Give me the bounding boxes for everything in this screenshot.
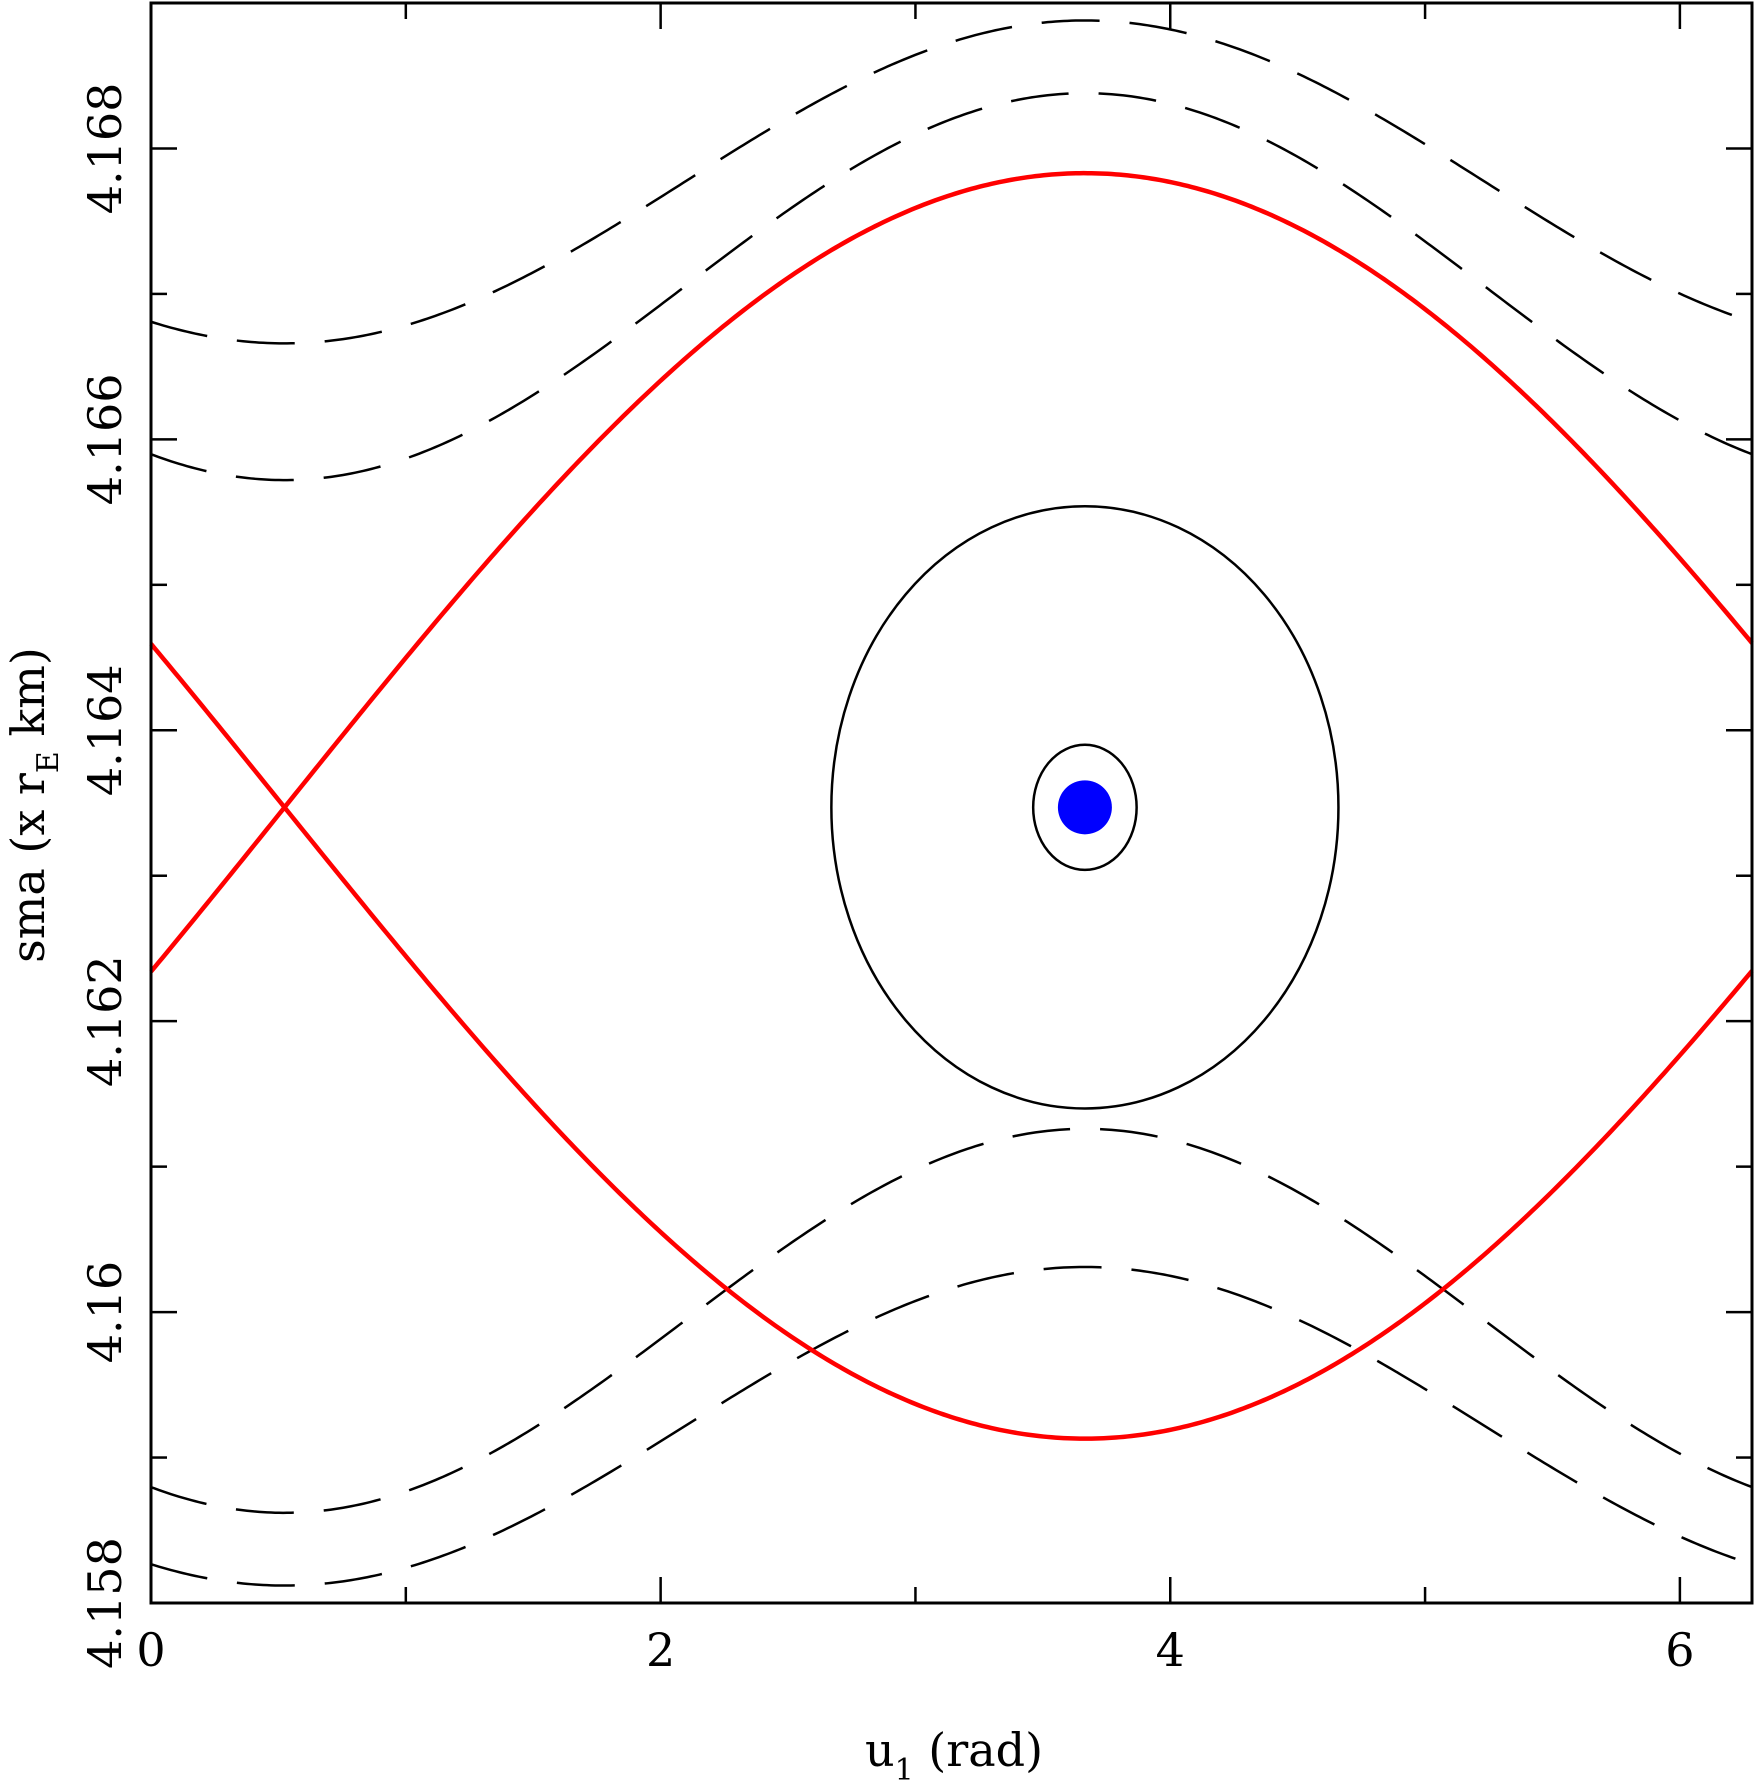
circulation-orbit-2 [150,91,1753,482]
x-tick-label: 2 [646,1623,675,1677]
y-tick-label: 4.166 [78,374,132,506]
circulation-orbit-3 [150,1127,1753,1515]
y-tick-label: 4.16 [78,1261,132,1363]
circulation-orbit-1 [150,19,1753,345]
libration-orbit-2 [830,505,1340,1110]
plot-frame [149,1,1754,1605]
x-tick-label: 0 [136,1623,165,1677]
plot-area [149,19,1754,1587]
x-axis-label-subscript: 1 [895,1753,914,1783]
y-axis-label-suffix: km) [1,647,55,751]
equilibrium-point [1057,780,1112,835]
x-tick-label: 4 [1156,1623,1185,1677]
circulation-orbit-4 [150,1265,1753,1587]
x-axis-label: u1 (rad) [865,1723,1043,1783]
axis-ticks [149,1,1752,1605]
x-tick-label: 6 [1665,1623,1694,1677]
y-axis-label: sma (x rE km) [1,647,66,963]
x-axis-label-suffix: (rad) [914,1723,1043,1777]
separatrix-lower [149,642,1754,1441]
y-tick-label: 4.164 [78,664,132,796]
y-axis-label-subscript: E [31,751,66,773]
y-axis-label-prefix: sma (x r [1,773,55,963]
x-axis-label-main: u [865,1723,895,1777]
y-tick-label: 4.158 [78,1537,132,1669]
tick-labels: 0 2 4 6 4.158 4.16 4.162 4.164 4.166 4.168 [78,83,1695,1677]
libration-orbit-1 [1031,743,1138,872]
y-tick-label: 4.168 [78,83,132,215]
y-tick-label: 4.162 [78,955,132,1087]
separatrix-upper [149,170,1754,974]
